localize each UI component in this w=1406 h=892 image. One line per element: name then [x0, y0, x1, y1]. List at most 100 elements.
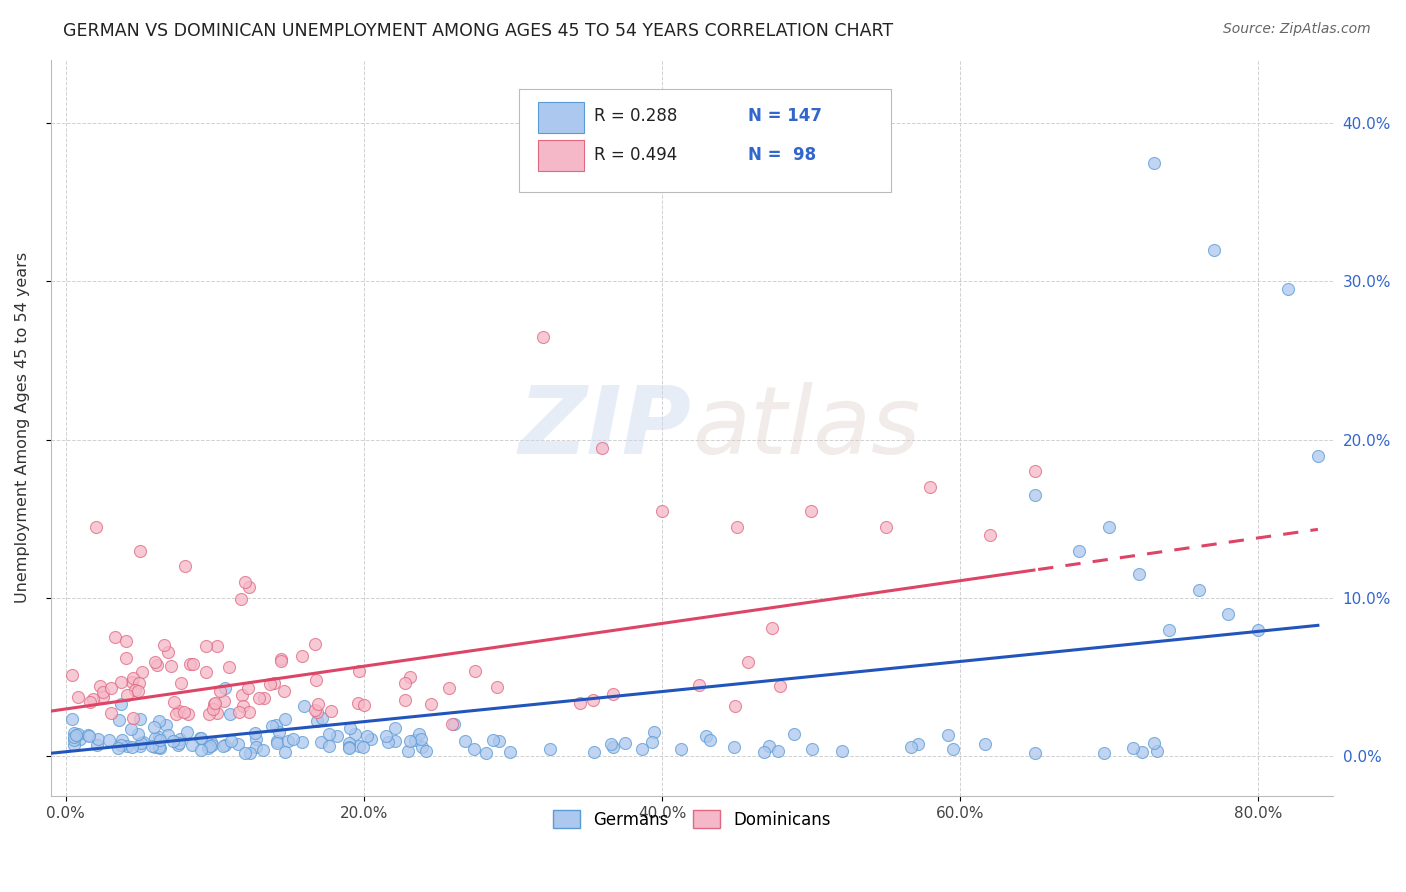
- Point: [723, 739, 745, 754]
- Point: [260, 719, 283, 733]
- Point: [337, 740, 360, 755]
- Text: N = 147: N = 147: [748, 107, 823, 125]
- Point: [475, 746, 498, 760]
- Point: [91, 684, 114, 698]
- Point: [337, 736, 360, 750]
- Point: [269, 724, 291, 739]
- Text: atlas: atlas: [692, 383, 920, 474]
- Point: [411, 732, 433, 747]
- Point: [1024, 746, 1046, 760]
- Point: [486, 680, 509, 694]
- Point: [591, 441, 613, 455]
- FancyBboxPatch shape: [538, 140, 583, 170]
- Point: [831, 744, 853, 758]
- Point: [247, 690, 270, 705]
- Point: [630, 741, 652, 756]
- Point: [270, 654, 292, 668]
- Point: [1024, 488, 1046, 502]
- Point: [356, 729, 378, 743]
- Point: [232, 698, 254, 713]
- Point: [205, 640, 228, 654]
- Point: [404, 733, 426, 747]
- Point: [226, 737, 249, 751]
- Point: [396, 743, 419, 757]
- Point: [233, 746, 256, 760]
- Point: [1157, 623, 1180, 637]
- Point: [754, 745, 776, 759]
- Point: [318, 727, 340, 741]
- Point: [344, 727, 367, 741]
- Point: [669, 742, 692, 756]
- Point: [768, 744, 790, 758]
- Point: [155, 718, 177, 732]
- Point: [163, 695, 186, 709]
- FancyBboxPatch shape: [519, 89, 890, 192]
- Point: [132, 735, 155, 749]
- Point: [208, 684, 231, 698]
- Point: [245, 740, 267, 755]
- Point: [214, 738, 236, 752]
- Point: [1092, 746, 1115, 760]
- Point: [761, 621, 783, 635]
- Point: [127, 727, 149, 741]
- Point: [231, 592, 253, 607]
- Point: [100, 681, 122, 696]
- Point: [463, 742, 485, 756]
- Point: [62, 733, 84, 747]
- Point: [800, 504, 823, 518]
- Point: [190, 731, 212, 745]
- Point: [1122, 740, 1144, 755]
- Point: [291, 648, 314, 663]
- Point: [266, 736, 288, 750]
- Point: [98, 732, 121, 747]
- Point: [214, 694, 236, 708]
- Point: [110, 675, 132, 690]
- Point: [148, 740, 170, 755]
- Point: [167, 736, 190, 750]
- Point: [936, 728, 959, 742]
- Point: [129, 739, 152, 753]
- Point: [305, 714, 328, 729]
- Point: [82, 692, 104, 706]
- Point: [769, 679, 792, 693]
- Point: [263, 676, 285, 690]
- Point: [156, 729, 179, 743]
- Point: [65, 728, 87, 742]
- Point: [69, 732, 91, 747]
- Point: [204, 696, 226, 710]
- Point: [104, 630, 127, 644]
- Point: [440, 717, 463, 731]
- Point: [499, 746, 522, 760]
- Point: [233, 575, 256, 590]
- Point: [170, 676, 193, 690]
- Point: [179, 657, 201, 671]
- Point: [131, 665, 153, 680]
- Point: [725, 520, 748, 534]
- Point: [129, 712, 152, 726]
- Point: [141, 739, 163, 753]
- Point: [415, 744, 437, 758]
- FancyBboxPatch shape: [538, 102, 583, 133]
- Point: [377, 735, 399, 749]
- Point: [360, 731, 382, 746]
- Point: [875, 520, 897, 534]
- Point: [77, 729, 100, 743]
- Point: [121, 675, 143, 690]
- Point: [1130, 745, 1153, 759]
- Point: [198, 706, 221, 721]
- Point: [205, 706, 228, 720]
- Point: [117, 688, 139, 702]
- Point: [238, 580, 260, 594]
- Legend: Germans, Dominicans: Germans, Dominicans: [546, 804, 838, 836]
- Point: [582, 745, 605, 759]
- Point: [194, 665, 217, 679]
- Point: [394, 676, 416, 690]
- Point: [724, 698, 747, 713]
- Point: [66, 690, 89, 705]
- Point: [165, 706, 187, 721]
- Point: [117, 739, 139, 753]
- Point: [128, 676, 150, 690]
- Point: [399, 670, 422, 684]
- Point: [121, 739, 143, 754]
- Point: [277, 734, 299, 748]
